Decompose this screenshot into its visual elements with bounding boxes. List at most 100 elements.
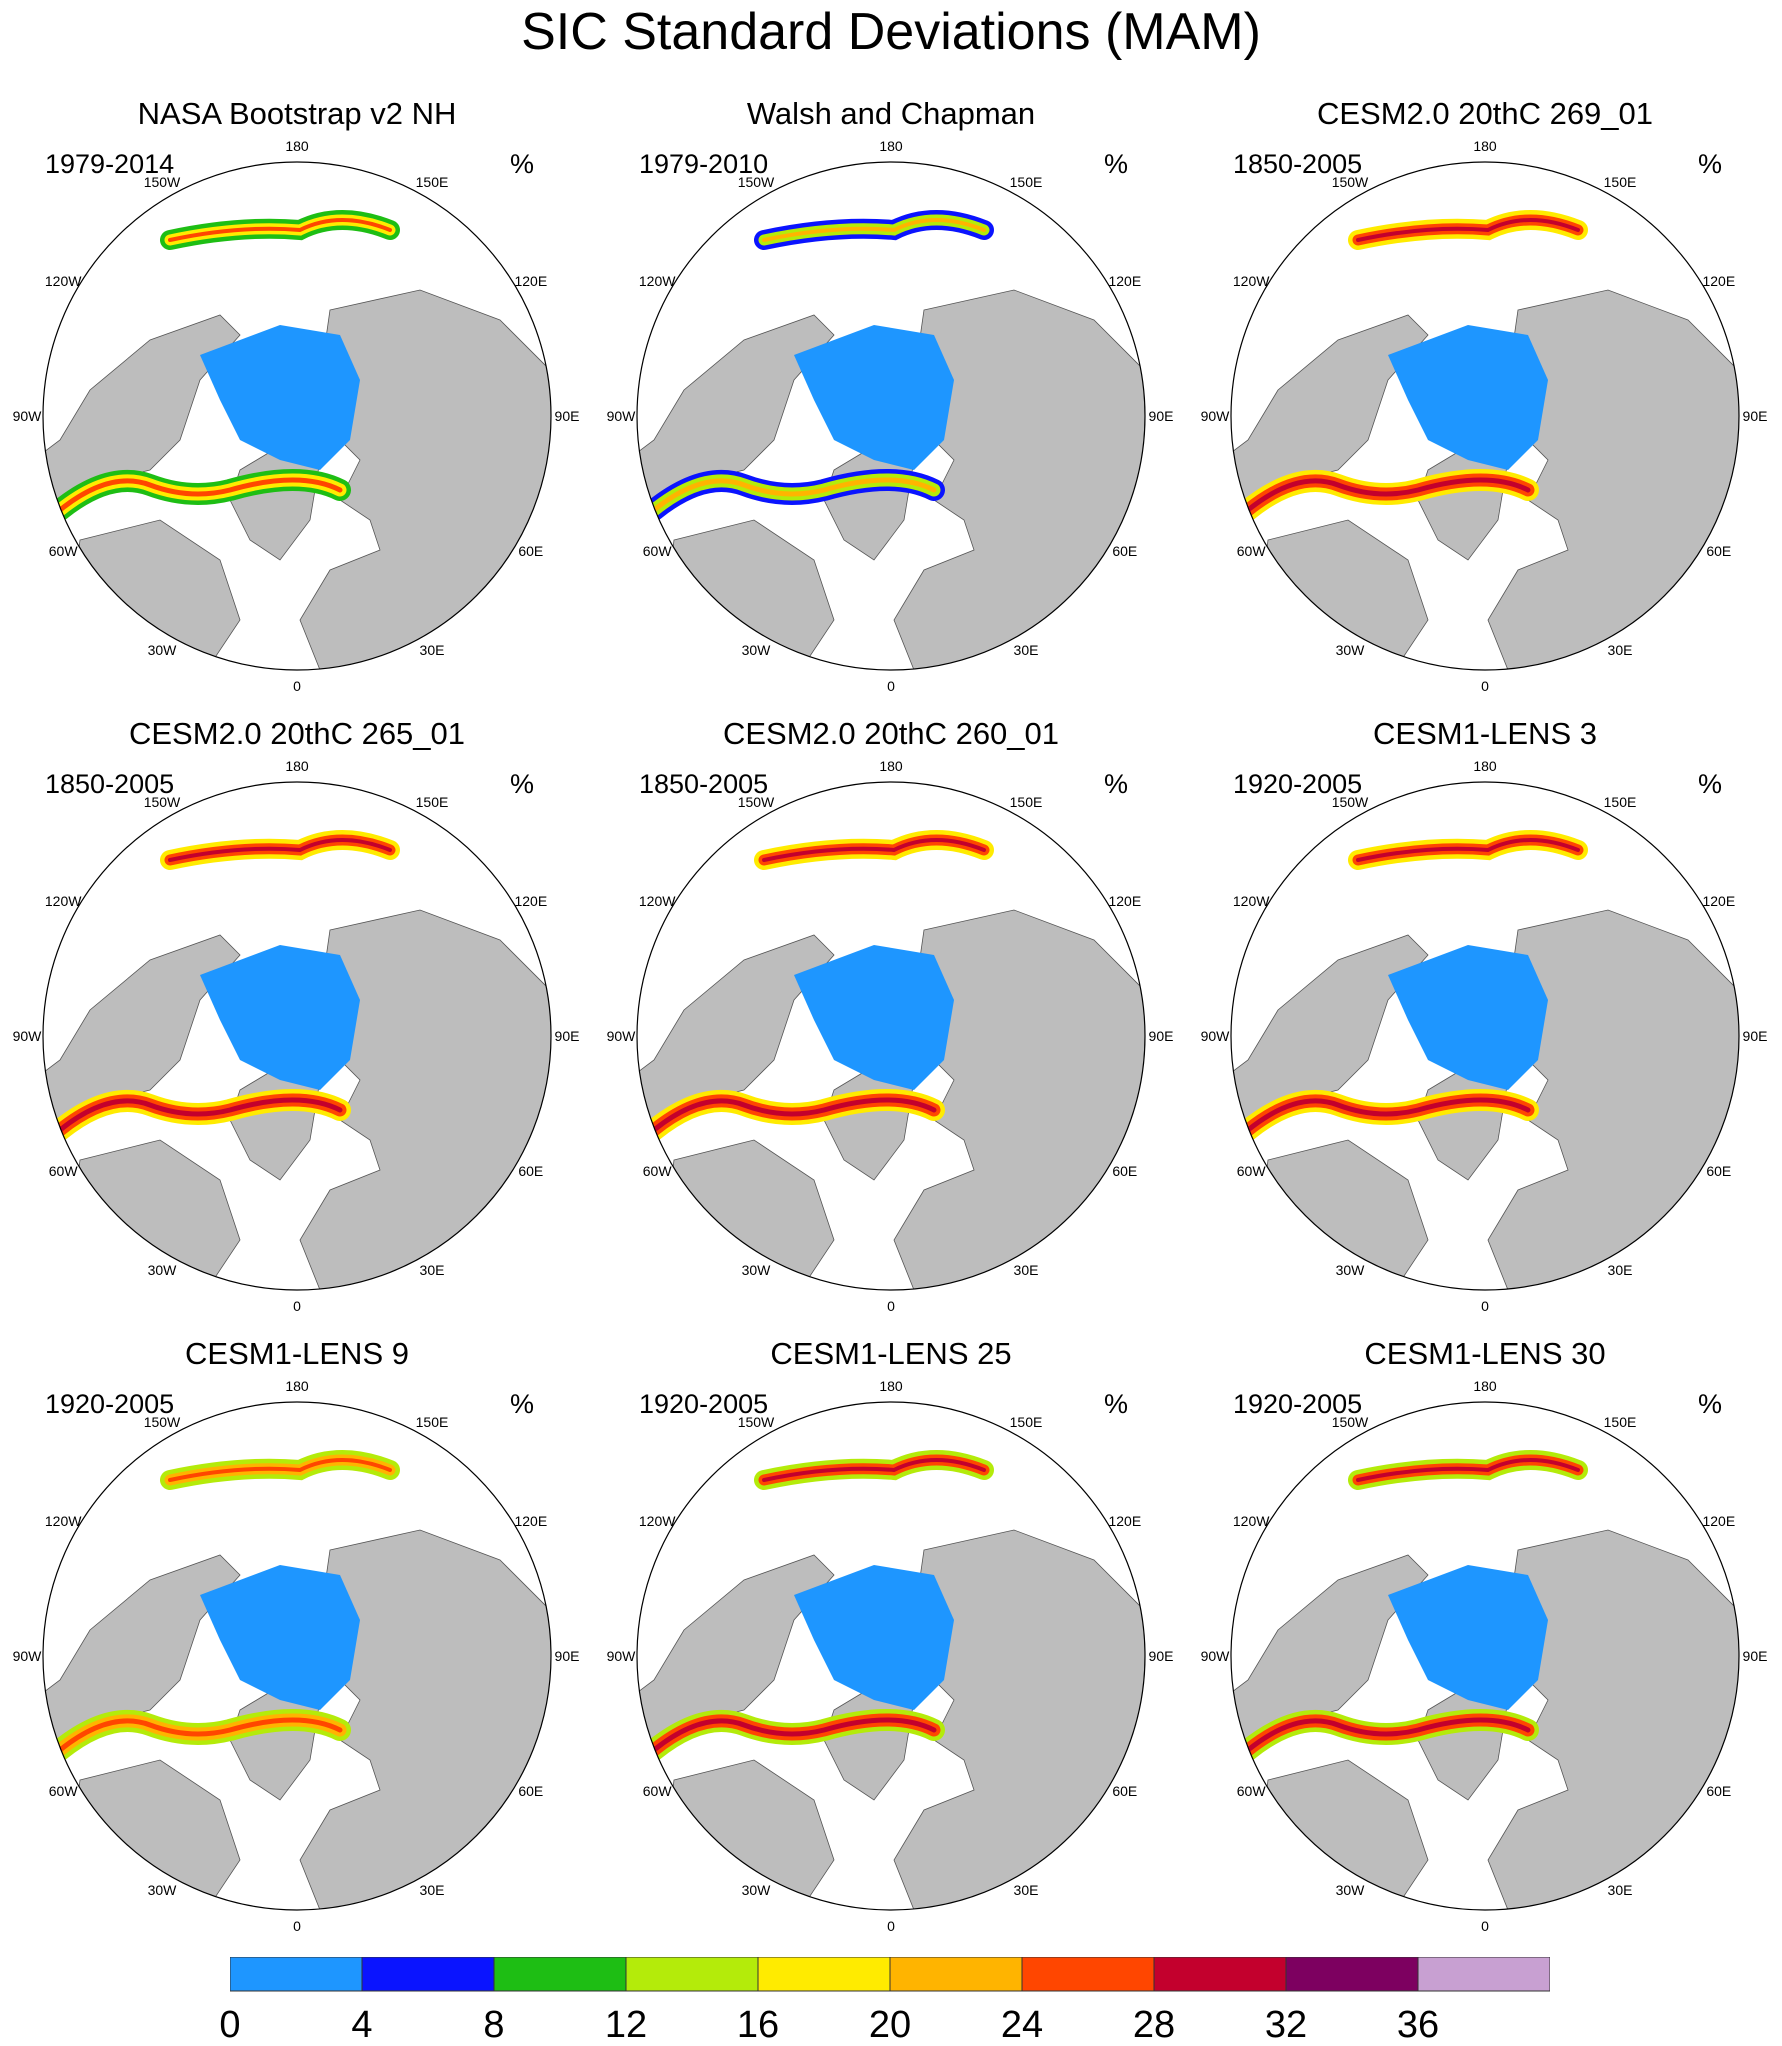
map-border	[636, 1401, 1146, 1911]
longitude-label: 30W	[742, 642, 772, 658]
polar-map: 180 150E 120E 90E 60E 30E 0 30W 60W 90W 120W 150W	[607, 1380, 1174, 1934]
longitude-label: 60E	[1112, 543, 1137, 559]
longitude-label: 90W	[13, 408, 43, 424]
panel-years: 1850-2005	[639, 769, 769, 799]
figure-title: SIC Standard Deviations (MAM)	[521, 3, 1261, 61]
panel-title: CESM2.0 20thC 260_01	[722, 716, 1060, 751]
longitude-label: 120E	[514, 893, 547, 909]
colorbar-tick-label: 4	[351, 2004, 373, 2046]
longitude-label: 30W	[148, 642, 178, 658]
longitude-label: 120W	[639, 273, 676, 289]
longitude-label: 120E	[514, 1513, 547, 1529]
longitude-label: 90W	[607, 1028, 637, 1044]
variability-band-core	[57, 1717, 343, 1753]
polar-map: 180 150E 120E 90E 60E 30E 0 30W 60W 90W 120W 150W	[1201, 140, 1768, 694]
longitude-label: 0	[293, 1298, 301, 1314]
polar-map: 180 150E 120E 90E 60E 30E 0 30W 60W 90W 120W 150W	[13, 760, 580, 1314]
longitude-label: 150E	[1010, 794, 1043, 810]
longitude-label: 90W	[1201, 1648, 1231, 1664]
sea-ice-pack	[794, 945, 954, 1090]
longitude-label: 90E	[555, 408, 580, 424]
map-panel: CESM2.0 20thC 265_01 1850-2005% 180 150E 120…	[0, 620, 594, 1314]
longitude-label: 120E	[1108, 273, 1141, 289]
longitude-label: 120W	[45, 1513, 82, 1529]
colorbar-segment	[1417, 1957, 1550, 1992]
longitude-label: 0	[1481, 1918, 1489, 1934]
pacific-band-core	[1356, 218, 1580, 242]
longitude-label: 90E	[1743, 1028, 1768, 1044]
pacific-band-core	[168, 838, 392, 862]
panel-years: 1850-2005	[1233, 149, 1363, 179]
longitude-label: 60E	[1706, 543, 1731, 559]
map-content	[43, 162, 551, 670]
panel-title: CESM1-LENS 3	[1373, 716, 1597, 751]
sea-ice-pack	[200, 325, 360, 470]
map-content	[43, 782, 551, 1290]
polar-map: 180 150E 120E 90E 60E 30E 0 30W 60W 90W 120W 150W	[13, 1380, 580, 1934]
longitude-label: 30W	[148, 1262, 178, 1278]
colorbar-segment	[625, 1957, 759, 1992]
map-content	[637, 162, 1145, 670]
longitude-label: 120E	[1108, 1513, 1141, 1529]
longitude-label: 90E	[555, 1028, 580, 1044]
sea-ice-pack	[794, 1565, 954, 1710]
map-border	[1230, 781, 1740, 1291]
colorbar-tick-label: 16	[736, 2004, 780, 2046]
map-panel: CESM2.0 20thC 269_01 1850-2005% 180 150E 120…	[1188, 0, 1782, 694]
panel-unit: %	[510, 769, 535, 799]
longitude-label: 30E	[1014, 1262, 1039, 1278]
panel-title: NASA Bootstrap v2 NH	[137, 96, 457, 131]
longitude-label: 90E	[1149, 1648, 1174, 1664]
longitude-label: 30E	[1608, 1262, 1633, 1278]
panel-years: 1920-2005	[1233, 769, 1363, 799]
longitude-label: 30W	[1336, 1882, 1366, 1898]
panel-unit: %	[1698, 149, 1723, 179]
polar-map: 180 150E 120E 90E 60E 30E 0 30W 60W 90W 120W 150W	[607, 140, 1174, 694]
longitude-label: 150W	[144, 1414, 181, 1430]
longitude-label: 180	[1473, 1380, 1497, 1394]
longitude-label: 0	[887, 1298, 895, 1314]
longitude-label: 60W	[643, 1163, 673, 1179]
longitude-label: 30E	[420, 642, 445, 658]
variability-band-core	[651, 1097, 937, 1133]
sea-ice-pack	[1388, 945, 1548, 1090]
map-border	[42, 161, 552, 671]
panel-years: 1850-2005	[45, 769, 175, 799]
map-panel: CESM1-LENS 9 1920-2005% 180 150E 120E 90E 60E 3…	[0, 1240, 594, 1934]
colorbar-segment	[1021, 1957, 1155, 1992]
panel-title: CESM1-LENS 9	[185, 1336, 409, 1371]
longitude-label: 90W	[1201, 1028, 1231, 1044]
longitude-label: 90E	[1149, 1028, 1174, 1044]
panel-title: CESM1-LENS 30	[1364, 1336, 1606, 1371]
longitude-label: 30W	[742, 1882, 772, 1898]
longitude-label: 120W	[1233, 1513, 1270, 1529]
pacific-band-core	[762, 838, 986, 862]
map-panel: NASA Bootstrap v2 NH 1979-2014% 180 150E 120…	[0, 0, 594, 694]
map-content	[43, 1402, 551, 1910]
panel-unit: %	[510, 1389, 535, 1419]
longitude-label: 150W	[1332, 1414, 1369, 1430]
variability-band-core	[1245, 1097, 1531, 1133]
longitude-label: 150E	[1604, 174, 1637, 190]
longitude-label: 120E	[1702, 1513, 1735, 1529]
longitude-label: 60W	[49, 1163, 79, 1179]
pacific-band-core	[762, 218, 986, 242]
longitude-label: 90W	[607, 1648, 637, 1664]
panel-unit: %	[510, 149, 535, 179]
longitude-label: 180	[285, 1380, 309, 1394]
pacific-band-core	[1356, 1458, 1580, 1482]
longitude-label: 30E	[1608, 1882, 1633, 1898]
colorbar-segment	[757, 1957, 891, 1992]
longitude-label: 60W	[643, 543, 673, 559]
longitude-label: 180	[1473, 140, 1497, 154]
colorbar-tick-label: 24	[1000, 2004, 1044, 2046]
longitude-label: 0	[1481, 678, 1489, 694]
longitude-label: 30W	[148, 1882, 178, 1898]
longitude-label: 60E	[1112, 1163, 1137, 1179]
longitude-label: 120W	[639, 1513, 676, 1529]
polar-map: 180 150E 120E 90E 60E 30E 0 30W 60W 90W 120W 150W	[607, 760, 1174, 1314]
colorbar-segment	[493, 1957, 627, 1992]
longitude-label: 120W	[639, 893, 676, 909]
longitude-label: 60E	[1706, 1163, 1731, 1179]
longitude-label: 30E	[1014, 642, 1039, 658]
